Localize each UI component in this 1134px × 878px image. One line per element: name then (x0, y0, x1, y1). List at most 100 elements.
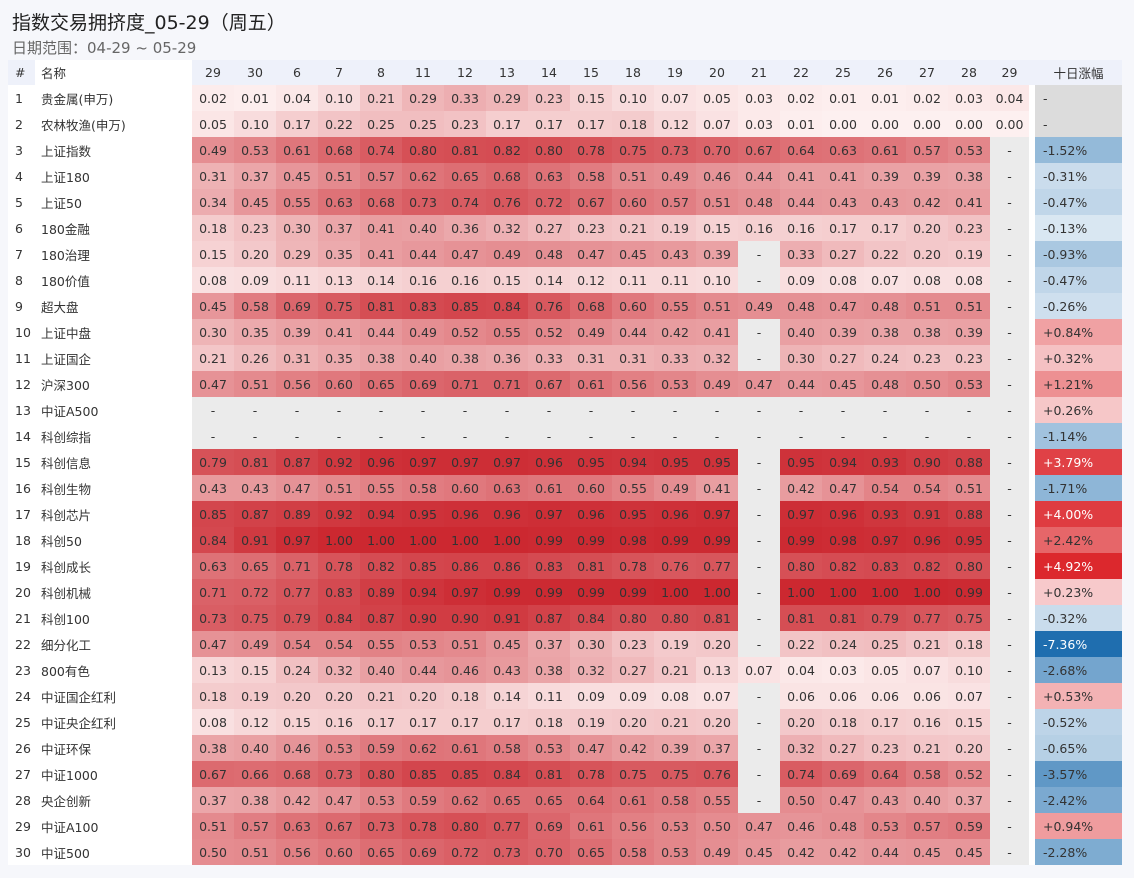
crowding-cell: 0.69 (822, 761, 864, 787)
crowding-cell: 0.97 (276, 527, 318, 553)
crowding-cell: 0.23 (612, 631, 654, 657)
crowding-cell: 0.97 (780, 501, 822, 527)
crowding-cell: 0.96 (444, 501, 486, 527)
crowding-cell: 0.44 (738, 163, 780, 189)
column-header: 28 (948, 60, 990, 85)
crowding-cell: 0.51 (612, 163, 654, 189)
crowding-cell: - (360, 423, 402, 449)
crowding-cell: - (612, 397, 654, 423)
crowding-cell: 0.09 (612, 683, 654, 709)
crowding-cell: 0.45 (234, 189, 276, 215)
column-header: 29 (990, 60, 1032, 85)
crowding-cell: 0.51 (234, 371, 276, 397)
crowding-cell: 0.60 (612, 293, 654, 319)
crowding-cell: 0.02 (906, 85, 948, 111)
crowding-cell: 0.95 (402, 501, 444, 527)
crowding-cell: 0.61 (570, 813, 612, 839)
crowding-cell: 0.97 (528, 501, 570, 527)
ten-day-change: -7.36% (1029, 631, 1122, 657)
crowding-cell: - (318, 397, 360, 423)
table-row: 9 超大盘 0.45 0.58 0.69 0.75 0.81 0.83 0.85 0.84 0.76… (8, 293, 1122, 319)
crowding-cell: - (276, 397, 318, 423)
crowding-cell: 0.92 (318, 501, 360, 527)
crowding-cell: 0.27 (822, 345, 864, 371)
crowding-cell: - (906, 397, 948, 423)
crowding-cell: 0.45 (906, 839, 948, 865)
crowding-cell: 0.10 (318, 85, 360, 111)
crowding-cell: 0.20 (276, 683, 318, 709)
crowding-cell: 0.17 (822, 215, 864, 241)
crowding-cell: 0.78 (570, 137, 612, 163)
crowding-cell: 0.39 (906, 163, 948, 189)
column-header: 十日涨幅 (1029, 60, 1122, 85)
heatmap-table: # 名称 29 30 6 7 8 11 12 13 14 15 18 19 20 21 22 25 26 27 28 29… (8, 60, 1122, 865)
crowding-cell: 0.51 (696, 293, 738, 319)
crowding-cell: 0.49 (654, 163, 696, 189)
crowding-cell: 1.00 (360, 527, 402, 553)
table-row: 6 180金融 0.18 0.23 0.30 0.37 0.41 0.40 0.36 0.32 0.… (8, 215, 1122, 241)
crowding-cell: 0.57 (906, 813, 948, 839)
crowding-cell: 0.33 (654, 345, 696, 371)
crowding-cell: 0.46 (696, 163, 738, 189)
crowding-cell: 0.99 (780, 527, 822, 553)
ten-day-change: +4.92% (1029, 553, 1122, 579)
crowding-cell: 0.21 (612, 215, 654, 241)
crowding-cell: 1.00 (906, 579, 948, 605)
row-index: 10 (8, 319, 35, 345)
crowding-cell: 0.51 (318, 475, 360, 501)
crowding-cell: - (990, 553, 1032, 579)
crowding-cell: 0.38 (192, 735, 234, 761)
crowding-cell: 0.00 (990, 111, 1032, 137)
crowding-cell: 0.94 (402, 579, 444, 605)
table-row: 26 中证环保 0.38 0.40 0.46 0.53 0.59 0.62 0.61 0.58 0.… (8, 735, 1122, 761)
row-index: 20 (8, 579, 35, 605)
ten-day-change: -0.26% (1029, 293, 1122, 319)
crowding-cell: 0.87 (276, 449, 318, 475)
crowding-cell: 0.95 (780, 449, 822, 475)
crowding-cell: 0.97 (444, 449, 486, 475)
crowding-cell: 0.32 (696, 345, 738, 371)
crowding-cell: 0.21 (360, 85, 402, 111)
crowding-cell: 0.96 (360, 449, 402, 475)
row-index: 22 (8, 631, 35, 657)
crowding-cell: 0.08 (192, 709, 234, 735)
crowding-cell: - (486, 423, 528, 449)
table-row: 19 科创成长 0.63 0.65 0.71 0.78 0.82 0.85 0.86 0.86 0.… (8, 553, 1122, 579)
crowding-cell: - (486, 397, 528, 423)
crowding-cell: - (990, 189, 1032, 215)
crowding-cell: 0.97 (402, 449, 444, 475)
crowding-cell: 0.53 (654, 839, 696, 865)
crowding-cell: 0.39 (696, 241, 738, 267)
crowding-cell: 0.36 (486, 345, 528, 371)
crowding-cell: 0.61 (570, 371, 612, 397)
crowding-cell: - (780, 397, 822, 423)
crowding-cell: 0.22 (318, 111, 360, 137)
crowding-cell: 0.55 (360, 475, 402, 501)
crowding-cell: 0.00 (906, 111, 948, 137)
crowding-cell: 0.54 (276, 631, 318, 657)
crowding-cell: 0.45 (612, 241, 654, 267)
crowding-cell: 0.59 (360, 735, 402, 761)
crowding-cell: 0.20 (612, 709, 654, 735)
crowding-cell: 0.20 (318, 683, 360, 709)
crowding-cell: 0.75 (654, 761, 696, 787)
crowding-cell: 0.42 (276, 787, 318, 813)
crowding-cell: 0.88 (948, 449, 990, 475)
index-name: 农林牧渔(申万) (35, 111, 192, 137)
crowding-cell: 0.50 (780, 787, 822, 813)
crowding-cell: - (990, 657, 1032, 683)
crowding-cell: 0.07 (906, 657, 948, 683)
crowding-cell: - (738, 553, 780, 579)
crowding-cell: 0.67 (570, 189, 612, 215)
crowding-cell: 0.16 (444, 267, 486, 293)
crowding-cell: 0.48 (738, 189, 780, 215)
crowding-cell: - (528, 423, 570, 449)
index-name: 上证国企 (35, 345, 192, 371)
table-row: 27 中证1000 0.67 0.66 0.68 0.73 0.80 0.85 0.85 0.84… (8, 761, 1122, 787)
crowding-cell: - (822, 423, 864, 449)
crowding-cell: 1.00 (402, 527, 444, 553)
crowding-cell: 0.00 (822, 111, 864, 137)
crowding-cell: 0.84 (570, 605, 612, 631)
crowding-cell: - (444, 423, 486, 449)
crowding-cell: 0.55 (696, 787, 738, 813)
